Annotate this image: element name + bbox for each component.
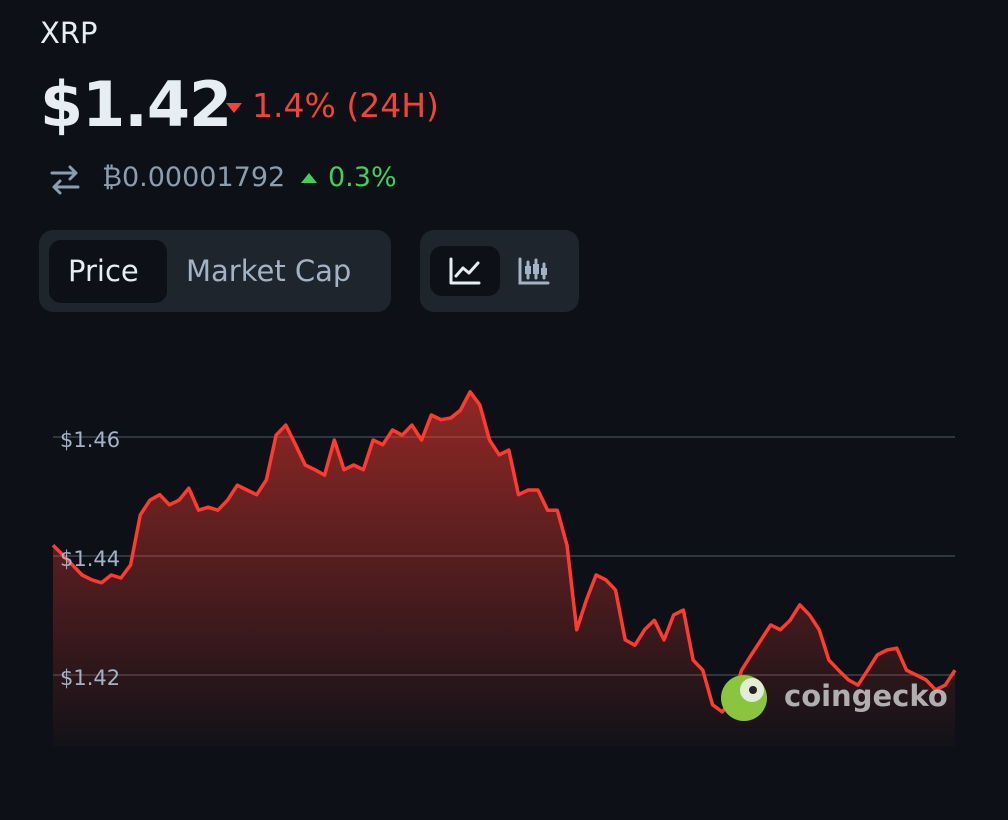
btc-change: 0.3% [328, 162, 397, 193]
btc-price: ₿0.00001792 [102, 162, 286, 193]
y-tick-label: $1.46 [60, 428, 120, 452]
tab-price[interactable]: Price [68, 254, 139, 288]
down-arrow [226, 103, 242, 113]
tab-market-cap[interactable]: Market Cap [186, 254, 352, 288]
watermark: coingecko [721, 675, 948, 721]
swap-icon [50, 165, 80, 195]
y-tick-label: $1.42 [60, 666, 120, 690]
symbol: XRP [40, 16, 98, 50]
up-arrow [301, 173, 317, 183]
line-icon [449, 257, 481, 285]
active-tab-bg [49, 240, 167, 303]
price-change: 1.4% (24H) [252, 86, 439, 125]
price-line [51, 390, 957, 714]
price: $1.42 [40, 68, 232, 141]
watermark-text: coingecko [784, 679, 948, 713]
y-tick-label: $1.44 [60, 547, 120, 571]
area-fill [53, 391, 955, 747]
candle-icon[interactable] [517, 256, 551, 286]
